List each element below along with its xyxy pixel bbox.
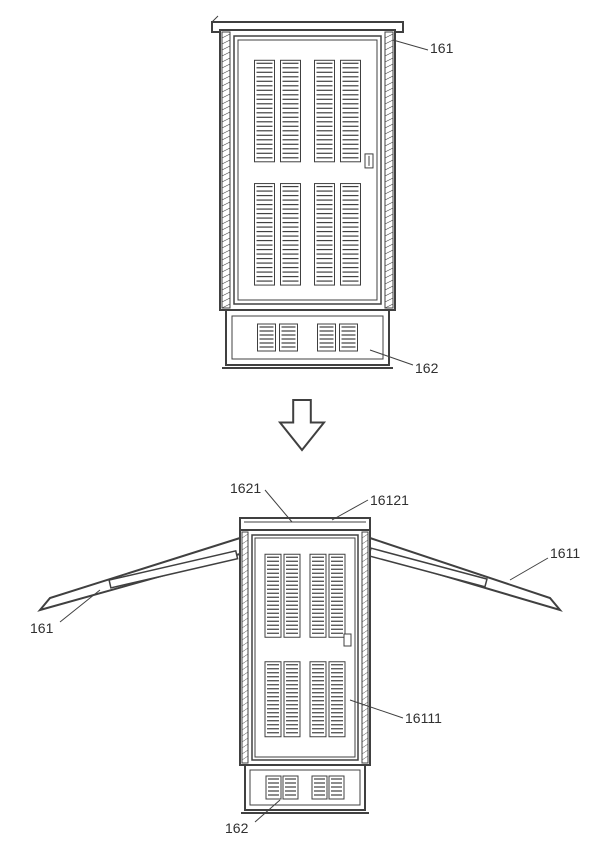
label-162-top: 162	[415, 360, 438, 376]
technical-diagram	[0, 0, 603, 850]
label-161-top: 161	[430, 40, 453, 56]
label-161-bot: 161	[30, 620, 53, 636]
label-1621: 1621	[230, 480, 261, 496]
label-16121: 16121	[370, 492, 409, 508]
label-1611: 1611	[550, 545, 580, 561]
label-162-bot: 162	[225, 820, 248, 836]
label-16111: 16111	[405, 710, 442, 726]
